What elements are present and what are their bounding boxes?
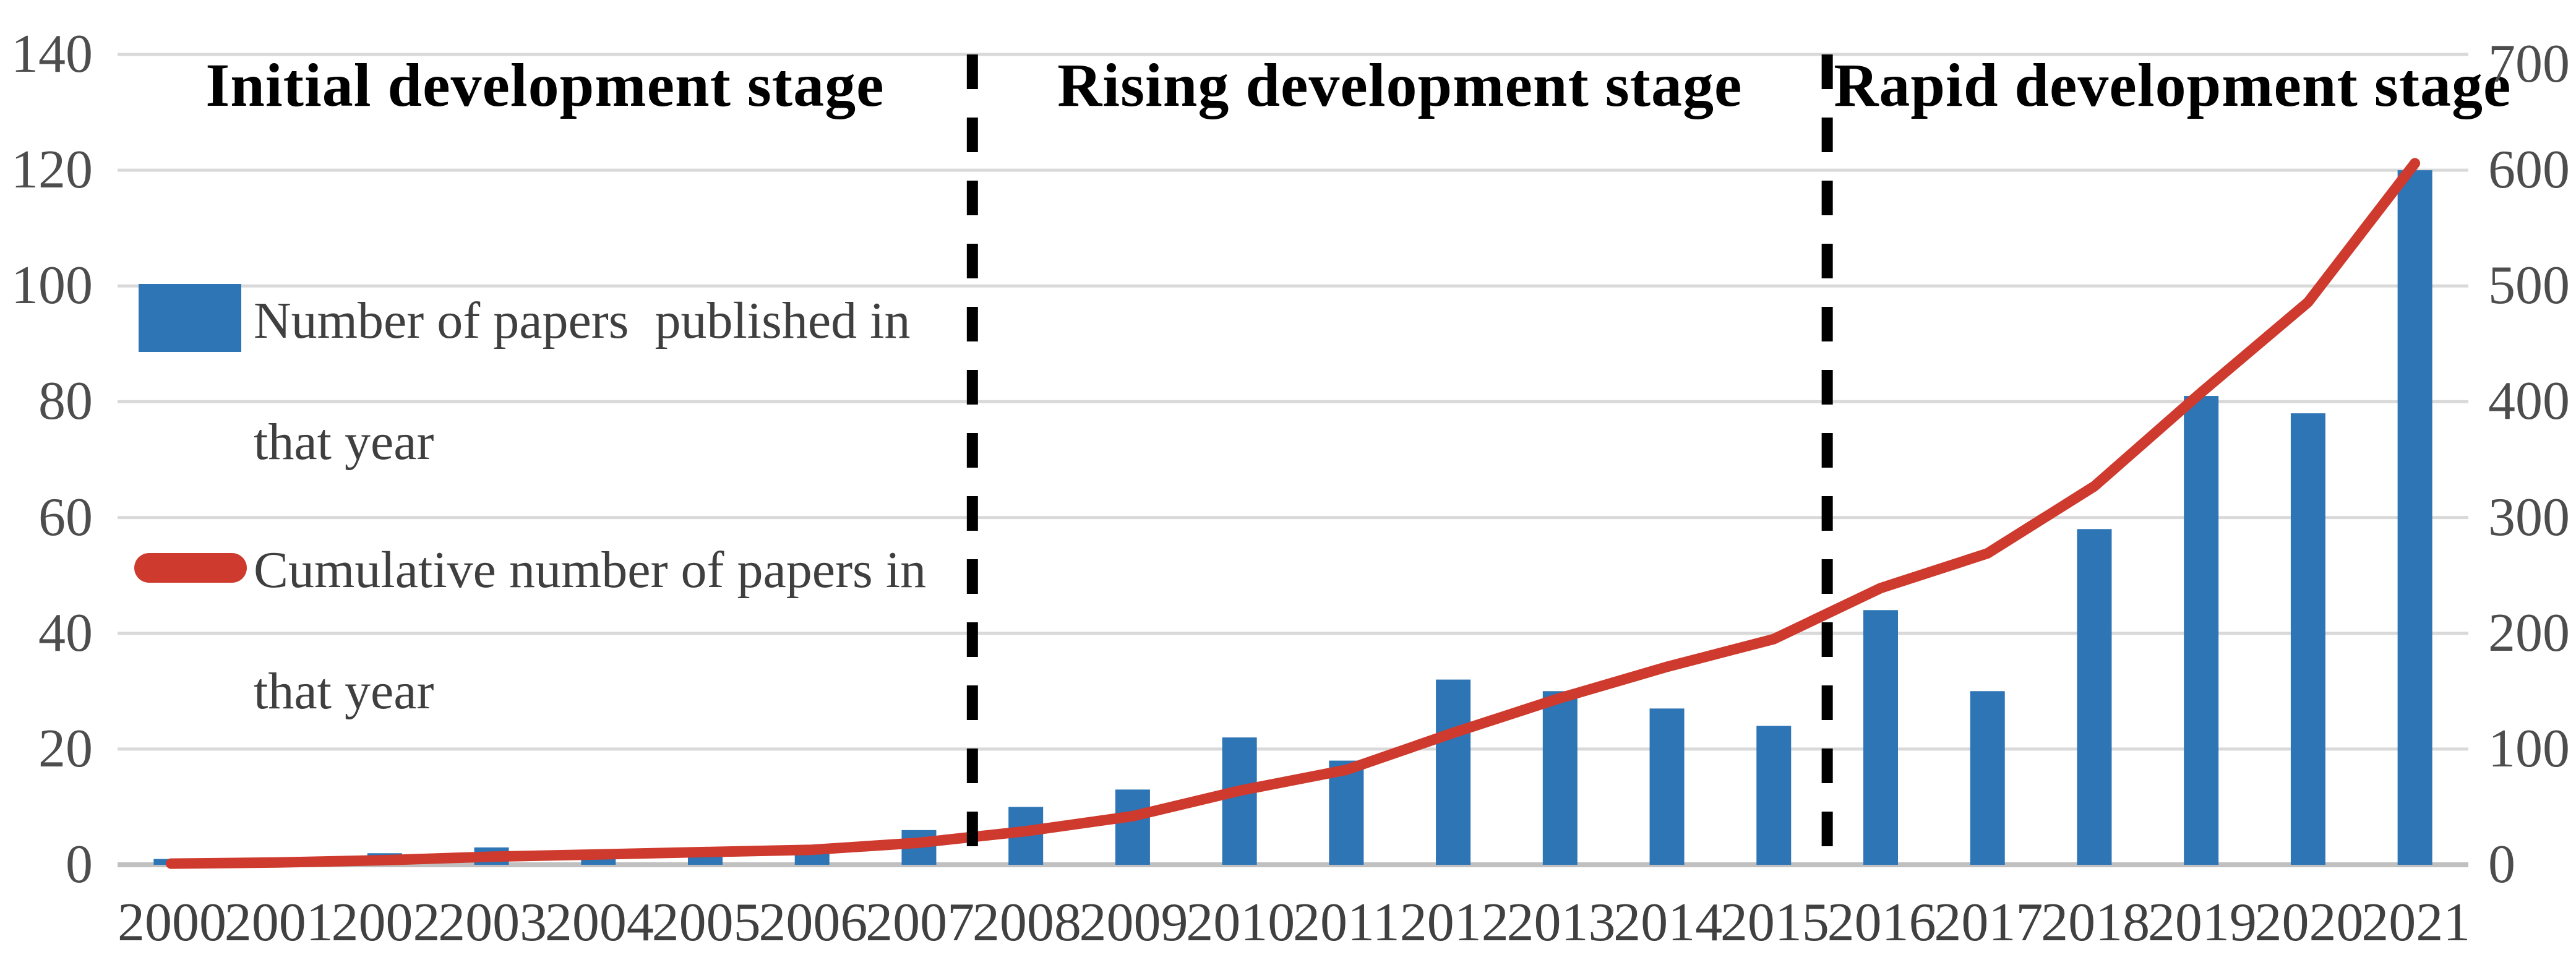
year-tick-2019: 2019: [2147, 893, 2257, 953]
year-tick-2009: 2009: [1079, 893, 1188, 953]
year-tick-2017: 2017: [1934, 893, 2043, 953]
right-axis-tick-500: 500: [2488, 255, 2570, 316]
line-series-swatch-icon: [134, 553, 247, 583]
left-axis-tick-20: 20: [38, 718, 93, 779]
cumulative-line: [165, 158, 2421, 869]
right-axis-tick-100: 100: [2488, 718, 2570, 779]
year-tick-2014: 2014: [1613, 893, 1723, 953]
bar-2006: [794, 853, 830, 865]
year-tick-2012: 2012: [1399, 893, 1509, 953]
legend-label-bar-series: Number of papers published in that year: [254, 292, 911, 471]
bar-2017: [1970, 691, 2005, 865]
left-axis-tick-100: 100: [11, 255, 93, 316]
stage-title-rapid: Rapid development stage: [1834, 51, 2512, 119]
year-tick-2013: 2013: [1506, 893, 1616, 953]
bar-2016: [1863, 610, 1898, 865]
right-axis-tick-700: 700: [2488, 34, 2570, 94]
year-tick-2018: 2018: [2041, 893, 2150, 953]
left-axis-tick-40: 40: [38, 603, 93, 663]
bar-2019: [2184, 396, 2219, 865]
year-tick-2021: 2021: [2361, 893, 2471, 953]
right-axis-tick-600: 600: [2488, 140, 2570, 200]
year-tick-2011: 2011: [1293, 893, 1400, 953]
right-axis-tick-0: 0: [2488, 834, 2515, 894]
year-tick-2007: 2007: [865, 893, 975, 953]
legend-label-line-series: Cumulative number of papers in that year: [254, 541, 927, 720]
bar-2020: [2290, 413, 2325, 865]
bar-2009: [1115, 789, 1150, 865]
stage-title-rising: Rising development stage: [1057, 51, 1743, 119]
left-axis-tick-80: 80: [38, 371, 93, 432]
left-axis-tick-120: 120: [11, 140, 93, 200]
year-tick-2001: 2001: [224, 893, 333, 953]
year-tick-2008: 2008: [972, 893, 1081, 953]
right-axis-tick-400: 400: [2488, 371, 2570, 432]
year-tick-2016: 2016: [1827, 893, 1936, 953]
right-axis-tick-300: 300: [2488, 487, 2570, 547]
bar-series-swatch-icon: [139, 284, 241, 352]
bar-2013: [1542, 691, 1578, 865]
bar-2015: [1756, 726, 1792, 865]
year-tick-2005: 2005: [651, 893, 761, 953]
bar-2012: [1436, 679, 1471, 865]
year-tick-2003: 2003: [438, 893, 547, 953]
year-tick-2006: 2006: [758, 893, 868, 953]
bar-2021: [2397, 170, 2432, 865]
bar-2014: [1649, 708, 1685, 865]
left-axis-tick-60: 60: [38, 487, 93, 547]
left-axis-tick-0: 0: [66, 834, 93, 894]
bar-2018: [2077, 529, 2112, 865]
right-axis-tick-200: 200: [2488, 603, 2570, 663]
year-tick-2015: 2015: [1720, 893, 1829, 953]
year-tick-2010: 2010: [1186, 893, 1295, 953]
bar-2011: [1329, 760, 1364, 865]
year-tick-2002: 2002: [331, 893, 440, 953]
bar-2010: [1222, 737, 1257, 865]
year-tick-2020: 2020: [2254, 893, 2364, 953]
year-tick-2000: 2000: [118, 893, 226, 953]
left-axis-tick-140: 140: [11, 24, 93, 84]
stage-title-initial: Initial development stage: [205, 51, 885, 119]
year-tick-2004: 2004: [544, 893, 654, 953]
